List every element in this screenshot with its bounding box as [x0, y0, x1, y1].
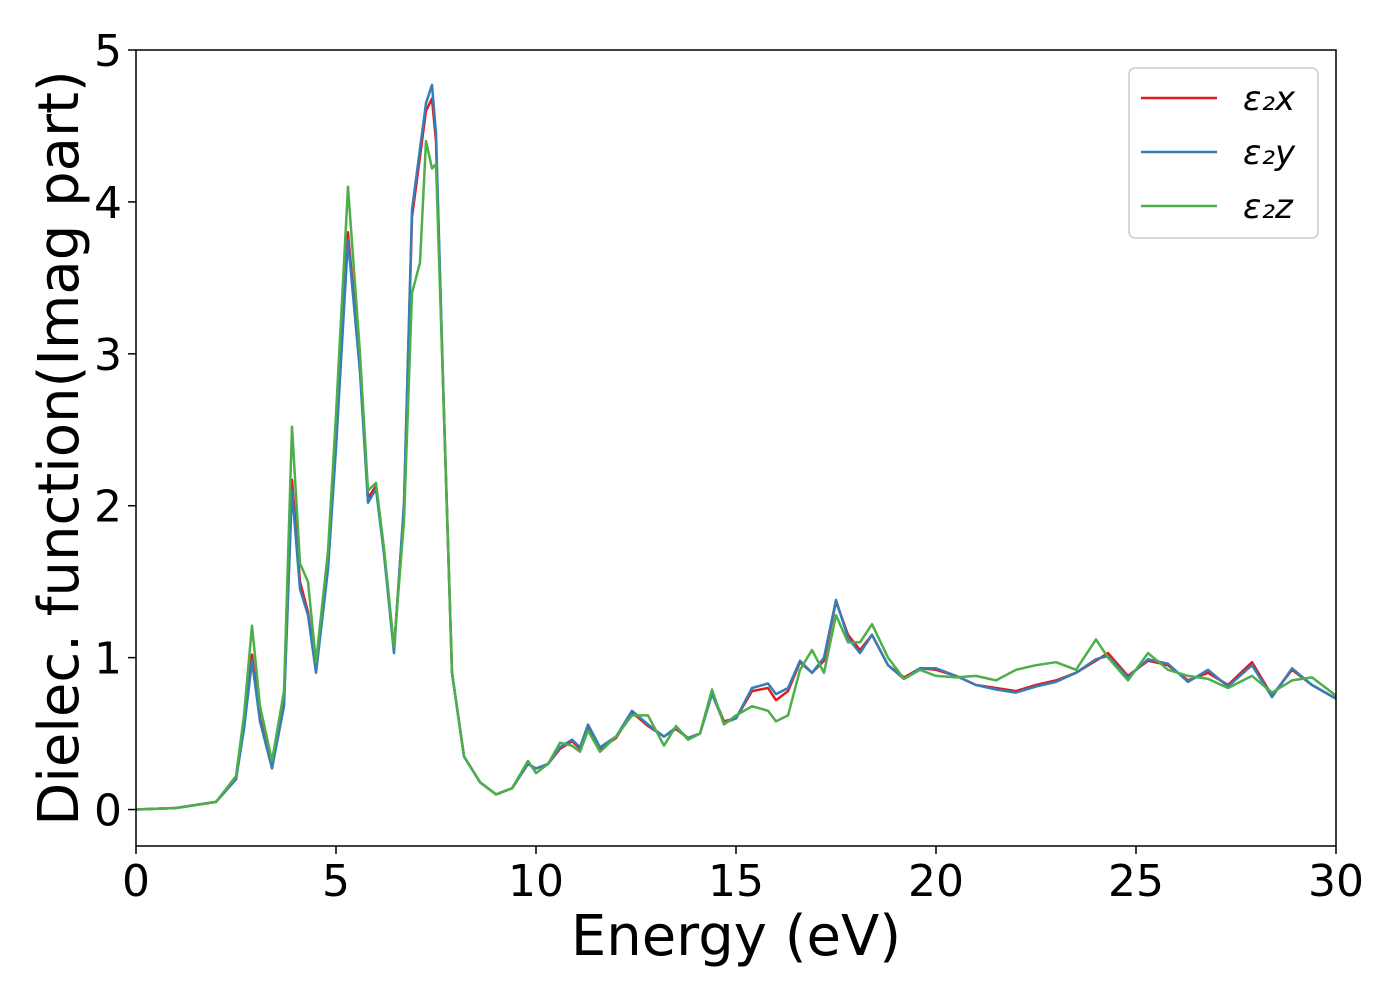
x-tick-label: 30	[1308, 856, 1364, 907]
y-tick-label: 4	[94, 178, 122, 229]
x-tick-label: 20	[908, 856, 964, 907]
x-axis-label: Energy (eV)	[571, 904, 901, 969]
legend-label: ε₂x	[1243, 79, 1296, 119]
y-tick-label: 5	[94, 26, 122, 77]
y-tick-label: 2	[94, 482, 122, 533]
plot-frame	[135, 49, 1337, 847]
legend-label: ε₂y	[1243, 133, 1296, 173]
x-tick-label: 25	[1108, 856, 1164, 907]
x-tick-label: 15	[708, 856, 764, 907]
series-line	[135, 83, 1337, 811]
x-tick-label: 0	[122, 856, 150, 907]
x-tick-label: 5	[322, 856, 350, 907]
y-tick-label: 3	[94, 330, 122, 381]
series-line	[135, 139, 1337, 811]
legend-label: ε₂z	[1243, 187, 1294, 227]
y-tick-label: 0	[94, 786, 122, 837]
legend-box	[1128, 67, 1319, 239]
y-axis-label: Dielec. function(Imag part)	[27, 70, 92, 826]
y-tick-label: 1	[94, 634, 122, 685]
x-tick-label: 10	[508, 856, 564, 907]
